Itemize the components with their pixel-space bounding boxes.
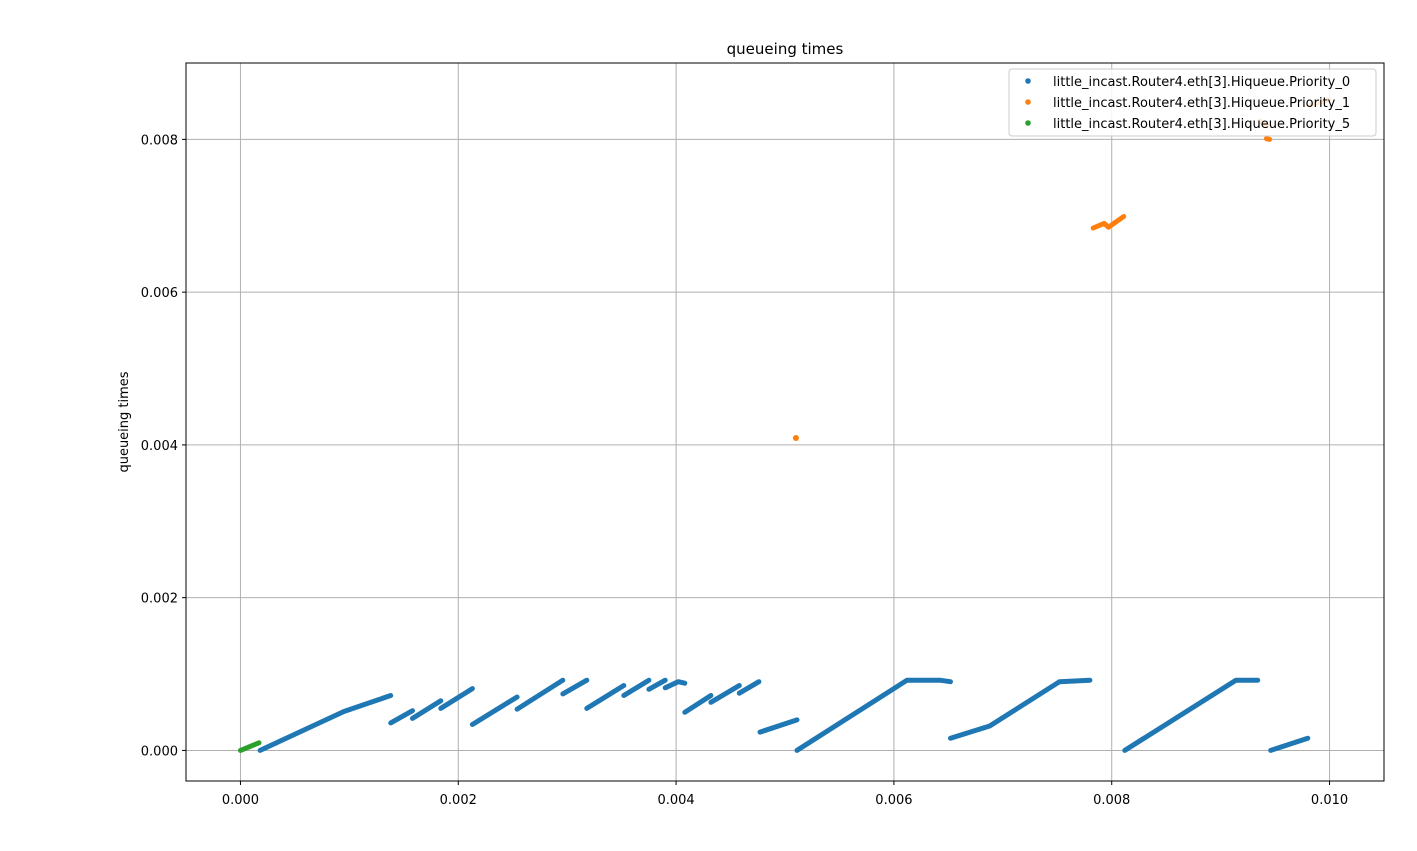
x-axis: 0.000 0.002 0.004 0.006 0.008 0.010 <box>222 781 1348 808</box>
x-tick-label: 0.002 <box>440 793 477 808</box>
series-0-segment <box>1268 735 1311 753</box>
series-0-segment <box>794 677 953 753</box>
series-0-segment <box>514 677 566 712</box>
series-0-segment <box>469 694 520 727</box>
series-0-segment <box>388 708 415 726</box>
y-tick-label: 0.000 <box>141 744 178 759</box>
series-0-segment <box>560 677 590 697</box>
series-0-segment <box>438 686 475 711</box>
series-0-segment <box>646 677 668 692</box>
series-0-segment <box>621 677 652 698</box>
series-0-segment <box>410 698 444 721</box>
plot-data <box>238 97 1331 753</box>
series-1-segment <box>1090 214 1127 231</box>
series-0-segment <box>682 693 714 715</box>
legend-marker-priority-1 <box>1025 99 1031 105</box>
series-0-segment <box>662 679 688 691</box>
series-0-segment <box>257 693 394 753</box>
y-tick-label: 0.004 <box>141 439 178 454</box>
series-0-segment <box>736 679 762 696</box>
y-axis: 0.000 0.002 0.004 0.006 0.008 <box>141 133 186 759</box>
y-tick-label: 0.002 <box>141 592 178 607</box>
grid <box>186 63 1384 781</box>
series-0-segment <box>757 717 800 735</box>
legend-marker-priority-5 <box>1025 120 1031 126</box>
y-tick-label: 0.006 <box>141 286 178 301</box>
legend-label-priority-1: little_incast.Router4.eth[3].Hiqueue.Pri… <box>1053 96 1350 111</box>
legend-label-priority-0: little_incast.Router4.eth[3].Hiqueue.Pri… <box>1053 75 1350 90</box>
legend-box <box>1008 68 1377 137</box>
x-tick-label: 0.010 <box>1311 793 1348 808</box>
legend: little_incast.Router4.eth[3].Hiqueue.Pri… <box>1008 68 1377 137</box>
chart-title: queueing times <box>727 40 844 58</box>
legend-marker-priority-0 <box>1025 78 1031 84</box>
x-tick-label: 0.004 <box>657 793 694 808</box>
y-axis-label: queueing times <box>117 371 132 472</box>
series-1-point <box>792 435 799 442</box>
series-0-segment <box>708 683 742 705</box>
legend-label-priority-5: little_incast.Router4.eth[3].Hiqueue.Pri… <box>1053 117 1350 132</box>
series-0-segment <box>1122 677 1261 753</box>
x-tick-label: 0.006 <box>875 793 912 808</box>
x-tick-label: 0.008 <box>1093 793 1130 808</box>
y-tick-label: 0.008 <box>141 133 178 148</box>
series-2-segment <box>238 740 262 753</box>
series-0-segment <box>584 683 627 711</box>
plot-frame <box>185 62 1385 782</box>
x-tick-label: 0.000 <box>222 793 259 808</box>
series-0-segment <box>948 677 1093 741</box>
series-1-segment <box>1263 136 1273 142</box>
